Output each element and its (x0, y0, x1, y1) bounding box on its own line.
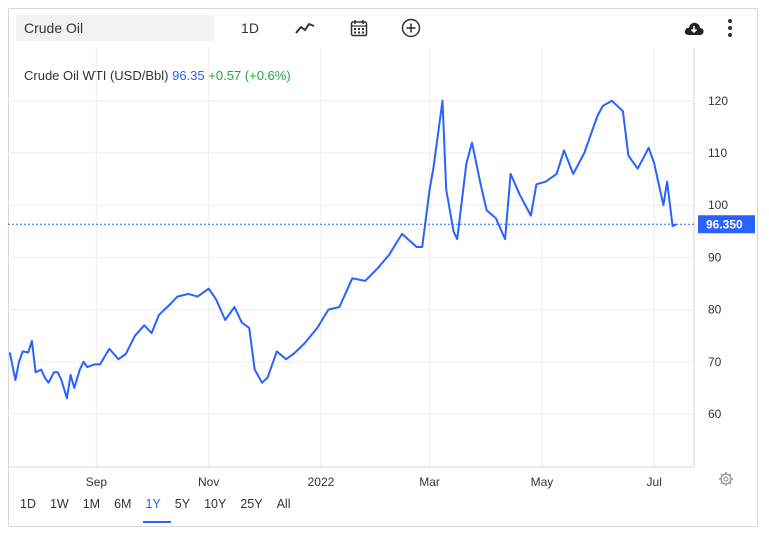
y-tick-label: 100 (708, 198, 728, 212)
download-cloud-icon[interactable] (682, 15, 706, 41)
plus-circle-icon[interactable] (400, 15, 422, 41)
series-change: +0.57 (+0.6%) (208, 68, 291, 83)
calendar-icon[interactable] (348, 15, 370, 41)
x-tick-label: Mar (419, 475, 440, 489)
symbol-search-input[interactable]: Crude Oil (16, 15, 214, 41)
settings-gear-icon[interactable] (719, 472, 733, 486)
symbol-search-value: Crude Oil (24, 20, 84, 36)
interval-button[interactable]: 1D (241, 20, 259, 36)
current-price-label: 96.350 (706, 217, 743, 231)
y-tick-label: 80 (708, 303, 722, 317)
toolbar: Crude Oil 1D (8, 8, 756, 48)
y-tick-label: 90 (708, 250, 722, 264)
period-1m[interactable]: 1M (82, 497, 101, 511)
period-1d[interactable]: 1D (20, 497, 36, 511)
period-10y[interactable]: 10Y (204, 497, 227, 511)
period-1w[interactable]: 1W (49, 497, 69, 511)
y-tick-label: 60 (708, 407, 722, 421)
period-5y[interactable]: 5Y (174, 497, 191, 511)
x-tick-label: Nov (198, 475, 219, 489)
x-tick-label: 2022 (308, 475, 335, 489)
active-period-indicator (143, 521, 171, 523)
price-series-line (8, 99, 677, 400)
period-25y[interactable]: 25Y (240, 497, 263, 511)
x-tick-label: May (531, 475, 554, 489)
y-tick-label: 110 (708, 146, 727, 160)
chart-widget (8, 8, 758, 527)
period-selector: 1D 1W 1M 6M 1Y 5Y 10Y 25Y All (20, 497, 304, 511)
period-1y[interactable]: 1Y (145, 497, 161, 511)
period-all[interactable]: All (276, 497, 291, 511)
series-price: 96.35 (172, 68, 205, 83)
period-6m[interactable]: 6M (114, 497, 132, 511)
line-style-icon[interactable] (292, 15, 318, 41)
current-price-badge (698, 215, 755, 234)
kebab-menu-icon[interactable] (722, 15, 738, 41)
y-tick-label: 120 (708, 94, 728, 108)
x-tick-label: Jul (647, 475, 662, 489)
y-tick-label: 70 (708, 355, 722, 369)
x-tick-label: Sep (86, 475, 108, 489)
